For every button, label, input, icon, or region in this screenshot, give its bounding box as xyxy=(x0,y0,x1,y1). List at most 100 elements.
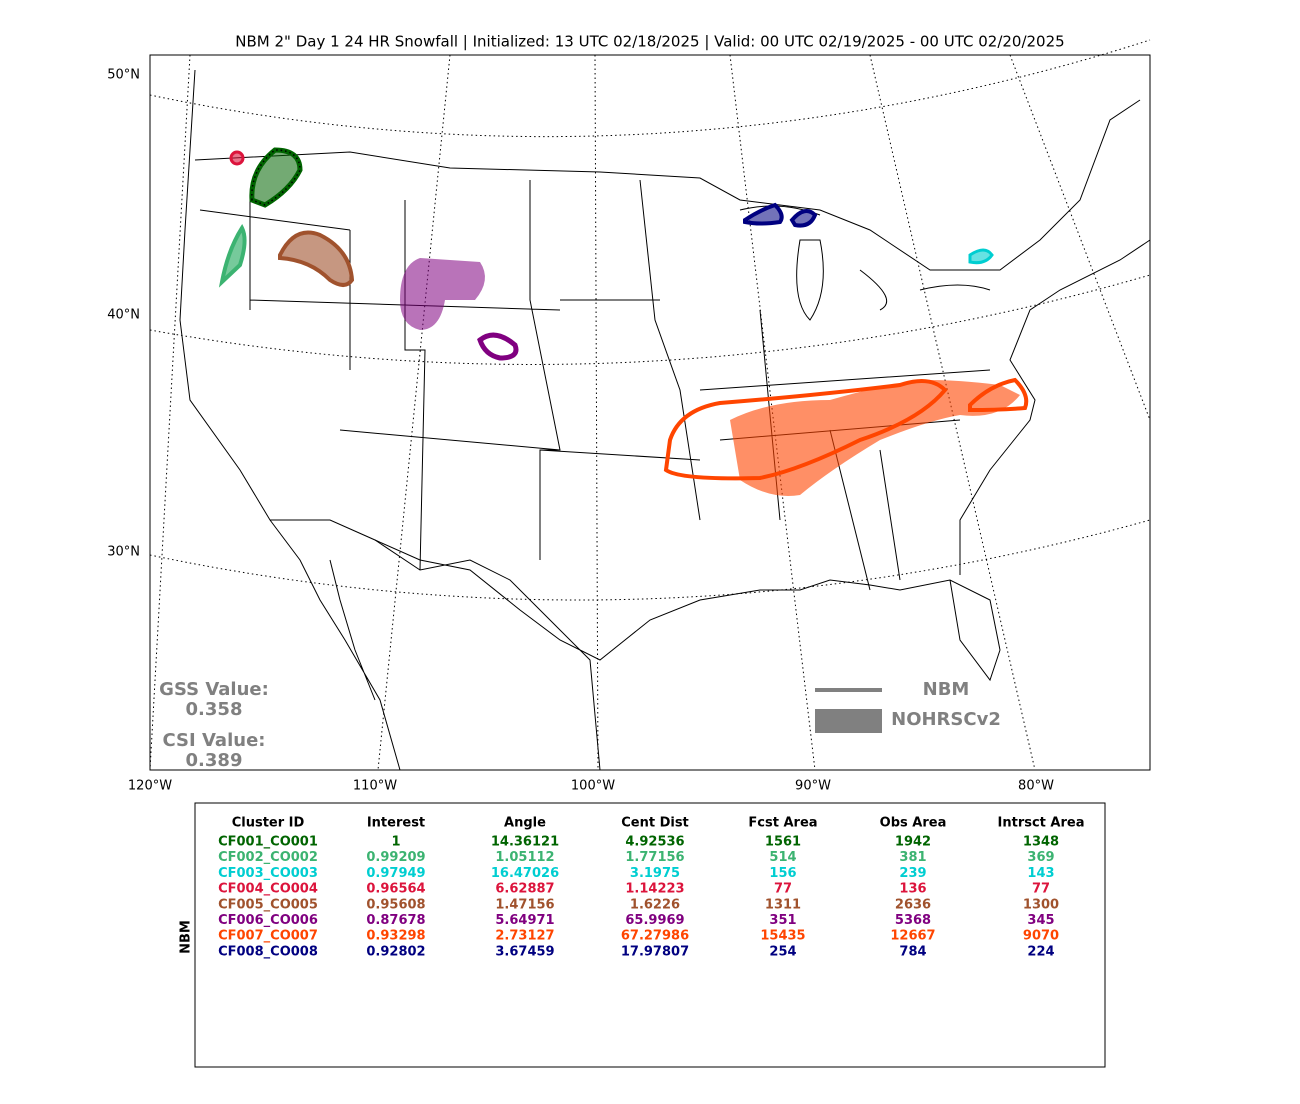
coastline xyxy=(179,69,1151,771)
table-cell: 0.87678 xyxy=(366,913,425,928)
graticule xyxy=(149,39,1151,138)
international-border xyxy=(270,519,601,771)
table-cell: 16.47026 xyxy=(491,866,559,881)
graticule xyxy=(149,519,1151,601)
column-header: Cent Dist xyxy=(621,816,689,831)
table-cell: 17.97807 xyxy=(621,944,689,959)
score-value: 0.389 xyxy=(186,750,243,771)
table-cell: 5368 xyxy=(895,913,931,928)
snowfall-objects xyxy=(218,147,1029,496)
lon-label: 90°W xyxy=(795,779,831,794)
table-cell: 0.92802 xyxy=(366,944,425,959)
table-cell: 0.96564 xyxy=(366,882,425,897)
table-cell: 0.95608 xyxy=(366,897,425,912)
lon-label: 110°W xyxy=(353,779,397,794)
object-cf005 xyxy=(278,230,355,287)
object-cf008 xyxy=(743,202,818,228)
table-cell: 6.62887 xyxy=(495,882,554,897)
lat-label: 40°N xyxy=(107,308,140,323)
table-cell: 1.77156 xyxy=(625,850,684,865)
table-cell: 3.67459 xyxy=(495,944,554,959)
stats-table: NBM Cluster ID Interest Angle Cent Dist Fcst… xyxy=(179,802,1106,1068)
object-cf004 xyxy=(229,150,245,166)
object-cf003 xyxy=(968,248,994,265)
table-cell: 143 xyxy=(1027,866,1054,881)
graticule xyxy=(377,54,451,771)
table-cell: CF008_CO008 xyxy=(218,944,318,959)
object-cf007 xyxy=(663,377,1029,481)
table-cell: 1.05112 xyxy=(495,850,554,865)
table-cell: CF002_CO002 xyxy=(218,850,318,865)
table-cell: 12667 xyxy=(890,929,935,944)
table-cell: CF003_CO003 xyxy=(218,866,318,881)
table-cell: 1300 xyxy=(1023,897,1059,912)
lat-label: 50°N xyxy=(107,68,140,83)
table-cell: 514 xyxy=(769,850,796,865)
table-cell: 136 xyxy=(899,882,926,897)
table-cell: 0.93298 xyxy=(366,929,425,944)
map: 50°N 40°N 30°N 120°W 110°W 100°W 90°W 80… xyxy=(107,39,1151,794)
international-border xyxy=(194,99,1141,271)
table-cell: CF005_CO005 xyxy=(218,897,318,912)
table-cell: 2636 xyxy=(895,897,931,912)
table-cell: 351 xyxy=(769,913,796,928)
score-value: 0.358 xyxy=(186,699,243,720)
table-cell: CF001_CO001 xyxy=(218,835,318,850)
table-cell: 784 xyxy=(899,944,926,959)
title: NBM 2" Day 1 24 HR Snowfall | Initialize… xyxy=(235,33,1064,51)
table-cell: 1.6226 xyxy=(630,897,680,912)
table-cell: CF006_CO006 xyxy=(218,913,318,928)
table-cell: 1348 xyxy=(1023,835,1059,850)
table-cell: CF004_CO004 xyxy=(218,882,318,897)
legend-label: NBM xyxy=(923,679,970,700)
column-header: Obs Area xyxy=(880,816,947,831)
column-header: Angle xyxy=(504,816,546,831)
table-cell: 9070 xyxy=(1023,929,1059,944)
great-lakes xyxy=(739,205,991,321)
score-label: CSI Value: xyxy=(163,730,266,751)
table-cell: 77 xyxy=(774,882,792,897)
lon-label: 80°W xyxy=(1018,779,1054,794)
table-cell: 369 xyxy=(1027,850,1054,865)
table-cell: 1 xyxy=(391,835,400,850)
table-cell: CF007_CO007 xyxy=(218,929,318,944)
table-cell: 67.27986 xyxy=(621,929,689,944)
score-label: GSS Value: xyxy=(159,679,269,700)
lon-label: 120°W xyxy=(128,779,172,794)
graticule xyxy=(869,54,1036,771)
table-cell: 345 xyxy=(1027,913,1054,928)
table-cell: 15435 xyxy=(760,929,805,944)
table-cell: 1.47156 xyxy=(495,897,554,912)
table-cell: 1561 xyxy=(765,835,801,850)
table-cell: 156 xyxy=(769,866,796,881)
object-cf006 xyxy=(400,258,485,330)
table-cell: 5.64971 xyxy=(495,913,554,928)
legend-label: NOHRSCv2 xyxy=(891,709,1001,730)
table-cell: 2.73127 xyxy=(495,929,554,944)
table-cell: 239 xyxy=(899,866,926,881)
column-header: Fcst Area xyxy=(748,816,817,831)
table-cell: 65.9969 xyxy=(625,913,684,928)
table-cell: 0.97949 xyxy=(366,866,425,881)
table-cell: 4.92536 xyxy=(625,835,684,850)
table-cell: 1.14223 xyxy=(625,882,684,897)
object-cf002 xyxy=(218,223,247,288)
legend-fill-swatch xyxy=(815,709,882,733)
graticule xyxy=(149,274,1151,365)
table-cell: 1311 xyxy=(765,897,801,912)
table-cell: 381 xyxy=(899,850,926,865)
table-cell: 3.1975 xyxy=(630,866,680,881)
column-header: Interest xyxy=(367,816,425,831)
lat-label: 30°N xyxy=(107,545,140,560)
table-cell: 14.36121 xyxy=(491,835,559,850)
table-cell: 0.99209 xyxy=(366,850,425,865)
lon-label: 100°W xyxy=(571,779,615,794)
table-side-label: NBM xyxy=(179,920,194,954)
object-cf006 xyxy=(477,332,519,361)
table-cell: 77 xyxy=(1032,882,1050,897)
table-frame xyxy=(194,802,1106,1068)
table-cell: 1942 xyxy=(895,835,931,850)
column-header: Intrsct Area xyxy=(998,816,1085,831)
